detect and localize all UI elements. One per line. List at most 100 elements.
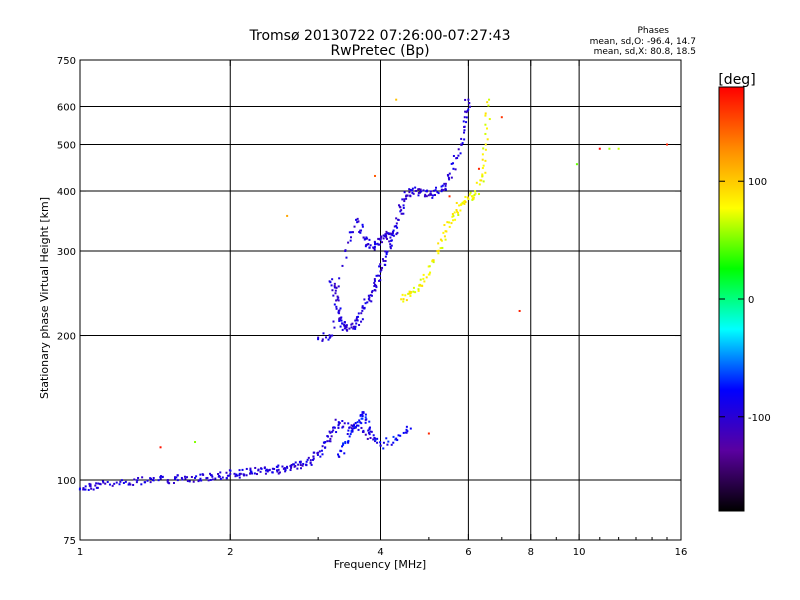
data-point (412, 286, 415, 289)
data-point (333, 282, 336, 285)
data-point (474, 190, 477, 193)
data-point (354, 426, 357, 429)
data-point (486, 127, 489, 130)
data-point (253, 472, 256, 475)
data-point (373, 245, 376, 248)
data-point (347, 422, 350, 425)
data-point (263, 466, 266, 469)
data-point (226, 474, 229, 477)
data-point (361, 225, 364, 228)
data-point (286, 466, 289, 469)
data-point (401, 198, 404, 201)
data-point (439, 238, 442, 241)
data-point (379, 238, 382, 241)
data-point (427, 194, 430, 197)
data-point (357, 424, 360, 427)
data-point (245, 467, 248, 470)
data-point (377, 238, 380, 241)
data-point (463, 138, 466, 141)
data-point (324, 441, 327, 444)
data-point (373, 278, 376, 281)
data-point (256, 473, 259, 476)
data-point (180, 476, 183, 479)
data-point (102, 481, 105, 484)
data-point (218, 475, 221, 478)
data-point (229, 469, 232, 472)
x-axis-label: Frequency [MHz] (334, 558, 426, 571)
data-point (368, 238, 371, 241)
data-point (351, 430, 354, 433)
data-point (306, 458, 309, 461)
data-point (368, 420, 371, 423)
data-point (372, 438, 375, 441)
data-point (192, 480, 195, 483)
data-point (465, 116, 468, 119)
data-point (343, 327, 346, 330)
data-point (339, 318, 342, 321)
data-point (444, 182, 447, 185)
data-point (484, 132, 487, 135)
data-point (101, 480, 104, 483)
data-point (422, 189, 425, 192)
data-point (452, 214, 455, 217)
data-point (446, 173, 449, 176)
data-point (387, 440, 390, 443)
data-point (286, 214, 289, 217)
data-point (455, 209, 458, 212)
y-axis-label: Stationary phase Virtual Height [km] (38, 197, 51, 399)
data-point (355, 316, 358, 319)
data-point (183, 475, 186, 478)
axis-ticks (79, 59, 682, 541)
data-point (389, 243, 392, 246)
data-point (484, 123, 487, 126)
data-point (166, 479, 169, 482)
data-point (344, 441, 347, 444)
data-point (318, 450, 321, 453)
data-point (337, 285, 340, 288)
data-point (429, 190, 432, 193)
data-point (209, 478, 212, 481)
data-point (339, 325, 342, 328)
data-point (360, 312, 363, 315)
data-point (402, 204, 405, 207)
data-point (382, 237, 385, 240)
data-point (404, 294, 407, 297)
data-point (95, 486, 98, 489)
data-point (409, 294, 412, 297)
data-point (310, 463, 313, 466)
chart-title: Tromsø 20130722 07:26:00-07:27:43 (249, 28, 511, 44)
data-point (392, 435, 395, 438)
data-point (382, 234, 385, 237)
data-point (448, 195, 451, 198)
data-point (331, 334, 334, 337)
data-point (309, 461, 312, 464)
y-tick-label: 200 (57, 332, 76, 343)
data-point (250, 470, 253, 473)
data-point (408, 290, 411, 293)
data-point (450, 176, 453, 179)
data-point (338, 277, 341, 280)
data-point (399, 210, 402, 213)
data-point (211, 475, 214, 478)
data-point (373, 281, 376, 284)
data-point (94, 484, 97, 487)
data-point (348, 327, 351, 330)
data-point (184, 477, 187, 480)
data-point (284, 469, 287, 472)
data-point (471, 195, 474, 198)
data-point (364, 416, 367, 419)
data-point (364, 433, 367, 436)
data-point (277, 472, 280, 475)
data-point (149, 481, 152, 484)
data-point (334, 292, 337, 295)
data-point (351, 425, 354, 428)
data-point (405, 431, 408, 434)
y-tick-label: 600 (57, 103, 76, 114)
data-point (277, 468, 280, 471)
x-tick-label: 8 (528, 547, 534, 558)
data-point (361, 318, 364, 321)
data-point (447, 176, 450, 179)
data-point (375, 274, 378, 277)
data-point (149, 477, 152, 480)
data-point (389, 247, 392, 250)
